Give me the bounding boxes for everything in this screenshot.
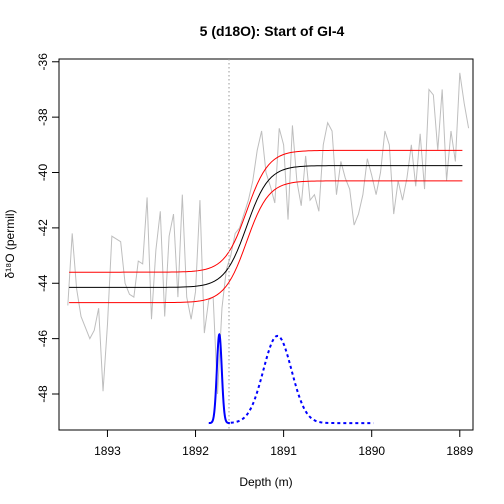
x-axis: 1893 1892 1891 1890 1889 xyxy=(94,430,473,458)
x-tick-label: 1893 xyxy=(94,444,121,458)
x-axis-label: Depth (m) xyxy=(239,475,292,489)
duration-density-curve xyxy=(230,334,374,425)
y-tick-label: -46 xyxy=(36,330,50,348)
y-tick-label: -42 xyxy=(36,219,50,237)
raw-data-line xyxy=(67,72,470,395)
plot-area xyxy=(67,59,470,430)
y-tick-label: -44 xyxy=(36,274,50,292)
chart-title: 5 (d18O): Start of GI-4 xyxy=(200,23,345,39)
y-tick-label: -36 xyxy=(36,53,50,71)
x-tick-label: 1892 xyxy=(182,444,209,458)
y-tick-label: -38 xyxy=(36,108,50,126)
plot-frame xyxy=(58,58,474,431)
y-tick-label: -40 xyxy=(36,164,50,182)
fit-upper-band xyxy=(69,149,463,273)
y-tick-label: -48 xyxy=(36,385,50,403)
onset-density-curve xyxy=(208,332,230,425)
x-tick-label: 1889 xyxy=(446,444,473,458)
x-tick-label: 1891 xyxy=(270,444,297,458)
y-axis-label: δ¹⁸O (permil) xyxy=(3,209,17,278)
x-tick-label: 1890 xyxy=(358,444,385,458)
fit-lower-band xyxy=(69,180,463,304)
y-axis: -36 -38 -40 -42 -44 -46 -48 xyxy=(36,53,59,403)
fit-line xyxy=(69,165,463,288)
